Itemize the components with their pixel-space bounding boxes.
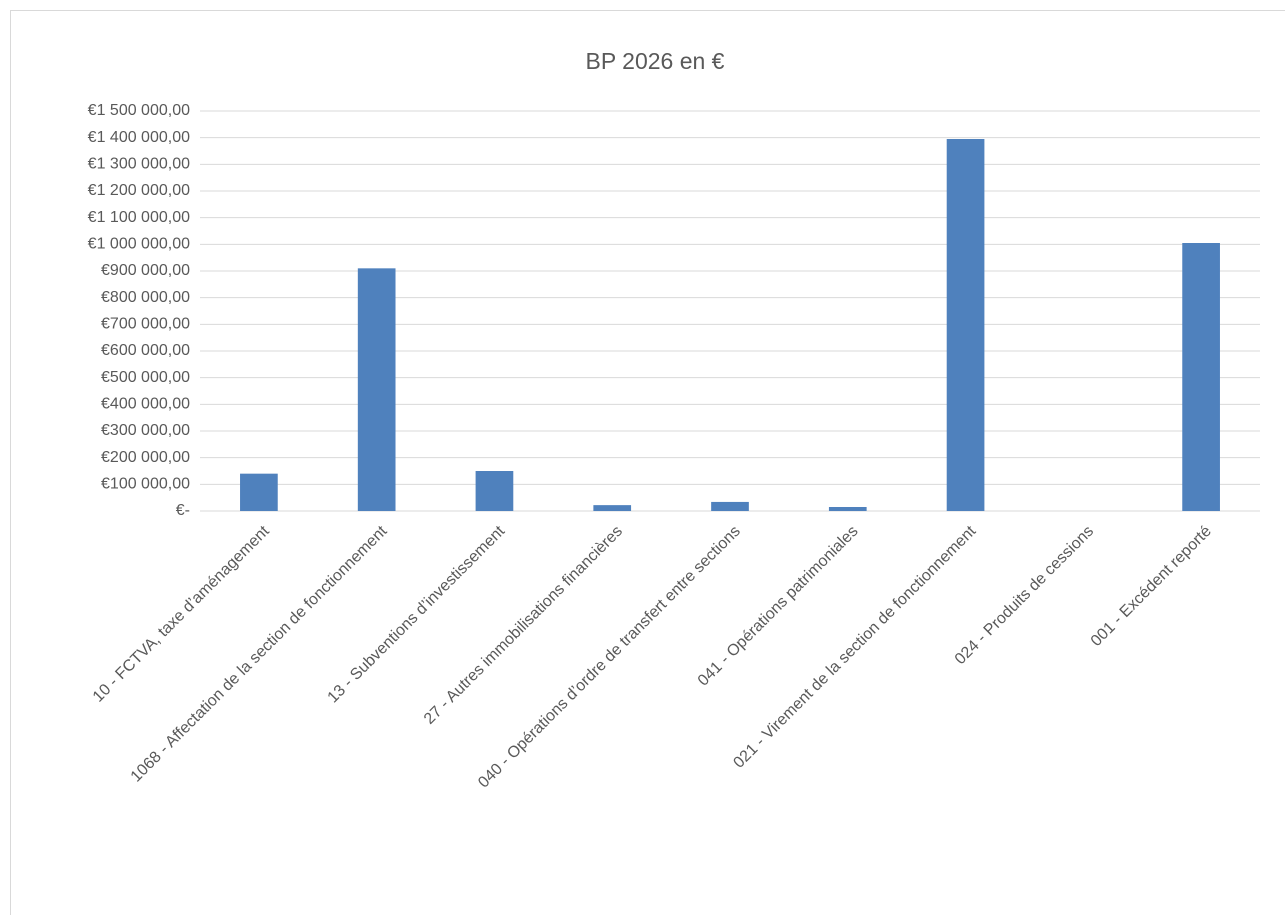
y-tick-label: €1 300 000,00 bbox=[88, 156, 190, 173]
bar bbox=[1182, 243, 1220, 511]
y-tick-label: €900 000,00 bbox=[101, 262, 190, 279]
y-tick-label: €800 000,00 bbox=[101, 289, 190, 306]
y-tick-label: €1 200 000,00 bbox=[88, 182, 190, 199]
bar bbox=[711, 501, 749, 511]
y-tick-label: €400 000,00 bbox=[101, 396, 190, 413]
y-tick-label: €1 400 000,00 bbox=[88, 129, 190, 146]
y-tick-label: €1 000 000,00 bbox=[88, 236, 190, 253]
y-tick-label: €1 100 000,00 bbox=[88, 209, 190, 226]
y-tick-label: €700 000,00 bbox=[101, 316, 190, 333]
bar bbox=[240, 473, 278, 511]
bar bbox=[946, 139, 985, 511]
y-tick-label: €200 000,00 bbox=[101, 449, 190, 466]
bar bbox=[357, 268, 396, 511]
y-tick-label: €1 500 000,00 bbox=[88, 102, 190, 119]
bar bbox=[593, 505, 632, 511]
y-tick-label: €500 000,00 bbox=[101, 369, 190, 386]
y-tick-label: €100 000,00 bbox=[101, 476, 190, 493]
y-tick-label: €600 000,00 bbox=[101, 342, 190, 359]
bar bbox=[475, 471, 514, 511]
y-tick-label: €300 000,00 bbox=[101, 422, 190, 439]
y-tick-label: €- bbox=[176, 502, 190, 519]
chart-border bbox=[10, 10, 1285, 915]
chart-title: BP 2026 en € bbox=[586, 48, 725, 74]
bar bbox=[828, 507, 867, 511]
